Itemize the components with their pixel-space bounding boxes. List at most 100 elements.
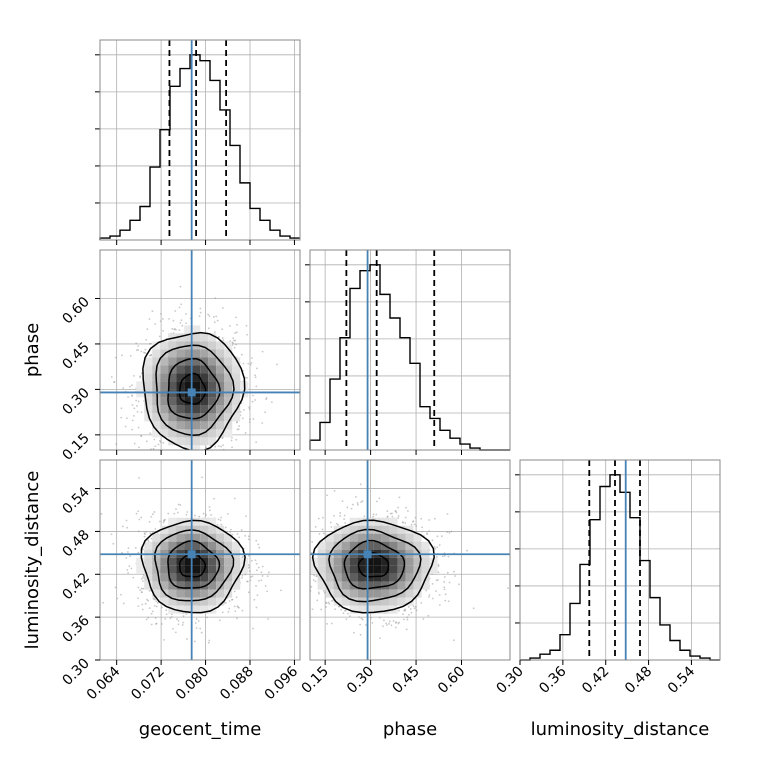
density-cell (192, 397, 201, 406)
scatter-point (458, 583, 460, 586)
scatter-point (194, 622, 197, 624)
scatter-point (397, 515, 400, 517)
density-cell (208, 357, 217, 366)
density-cell (349, 517, 358, 526)
density-cell (168, 333, 177, 342)
scatter-point (266, 575, 269, 578)
scatter-point (326, 494, 328, 497)
scatter-point (446, 571, 449, 574)
scatter-point (249, 363, 252, 366)
density-cell (144, 565, 153, 574)
scatter-point (162, 442, 165, 444)
density-cell (176, 581, 185, 590)
scatter-point (218, 336, 221, 338)
panel-content (100, 250, 300, 473)
scatter-point (406, 616, 409, 619)
scatter-point (438, 604, 441, 606)
scatter-point (261, 575, 264, 577)
density-cell (216, 413, 225, 422)
scatter-point (222, 339, 225, 342)
scatter-point (454, 575, 456, 577)
scatter-point (447, 555, 450, 558)
density-cell (232, 389, 241, 398)
density-cell (144, 405, 153, 414)
scatter-point (148, 342, 151, 345)
scatter-point (137, 605, 140, 608)
scatter-point (131, 419, 134, 422)
density-cell (381, 557, 390, 566)
scatter-point (147, 453, 149, 455)
density-cell (176, 413, 185, 422)
scatter-point (337, 523, 340, 526)
density-cell (333, 533, 342, 542)
scatter-point (310, 585, 313, 588)
density-cell (192, 421, 201, 430)
scatter-point (235, 316, 237, 319)
panel-frame (99, 249, 301, 451)
density-cell (192, 389, 201, 398)
density-cell (373, 597, 382, 606)
scatter-point (314, 526, 317, 528)
scatter-point (131, 384, 133, 387)
scatter-point (240, 353, 243, 356)
density-cell (357, 581, 366, 590)
density-cell (405, 573, 414, 582)
density-cell (152, 357, 161, 366)
scatter-point (247, 591, 250, 594)
scatter-point (112, 542, 115, 545)
scatter-point (394, 621, 397, 624)
scatter-point (236, 428, 239, 431)
scatter-point (140, 516, 143, 519)
scatter-point (161, 457, 163, 459)
density-cell (168, 429, 177, 438)
scatter-point (228, 607, 231, 610)
scatter-point (359, 483, 362, 486)
contour-line (178, 552, 207, 578)
scatter-point (181, 624, 184, 626)
density-cell (136, 557, 145, 566)
density-cell (381, 533, 390, 542)
scatter-point (210, 513, 212, 516)
scatter-point (181, 471, 183, 473)
density-cell (349, 597, 358, 606)
density-cell (152, 405, 161, 414)
density-cell (208, 397, 217, 406)
scatter-point (325, 606, 327, 608)
density-cell (176, 373, 185, 382)
density-cell (176, 333, 185, 342)
density-cell (357, 557, 366, 566)
density-cell (208, 429, 217, 438)
scatter-point (248, 421, 251, 424)
scatter-point (425, 589, 428, 592)
scatter-point (116, 597, 119, 600)
density-cell (349, 541, 358, 550)
y-tick-label: 0.15 (59, 430, 92, 463)
scatter-point (386, 516, 389, 518)
density-cell (152, 589, 161, 598)
scatter-point (185, 322, 188, 325)
scatter-point (221, 328, 224, 331)
scatter-point (151, 310, 154, 313)
density-cell (208, 565, 217, 574)
density-cell (192, 357, 201, 366)
scatter-point (129, 555, 132, 558)
x-tick-label: 0.36 (536, 663, 569, 696)
scatter-point (221, 467, 223, 469)
scatter-point (392, 620, 395, 622)
density-cell (224, 381, 233, 390)
scatter-point (185, 513, 188, 516)
scatter-point (198, 315, 201, 318)
scatter-point (246, 333, 248, 336)
scatter-point (195, 618, 198, 620)
scatter-point (255, 441, 258, 444)
scatter-point (152, 447, 155, 450)
scatter-point (388, 620, 391, 623)
density-cell (192, 445, 201, 450)
scatter-point (286, 594, 288, 596)
scatter-point (251, 400, 254, 403)
scatter-point (402, 613, 404, 616)
scatter-point (389, 512, 392, 515)
density-cell (349, 533, 358, 542)
scatter-point (260, 579, 263, 582)
scatter-point (157, 601, 159, 604)
